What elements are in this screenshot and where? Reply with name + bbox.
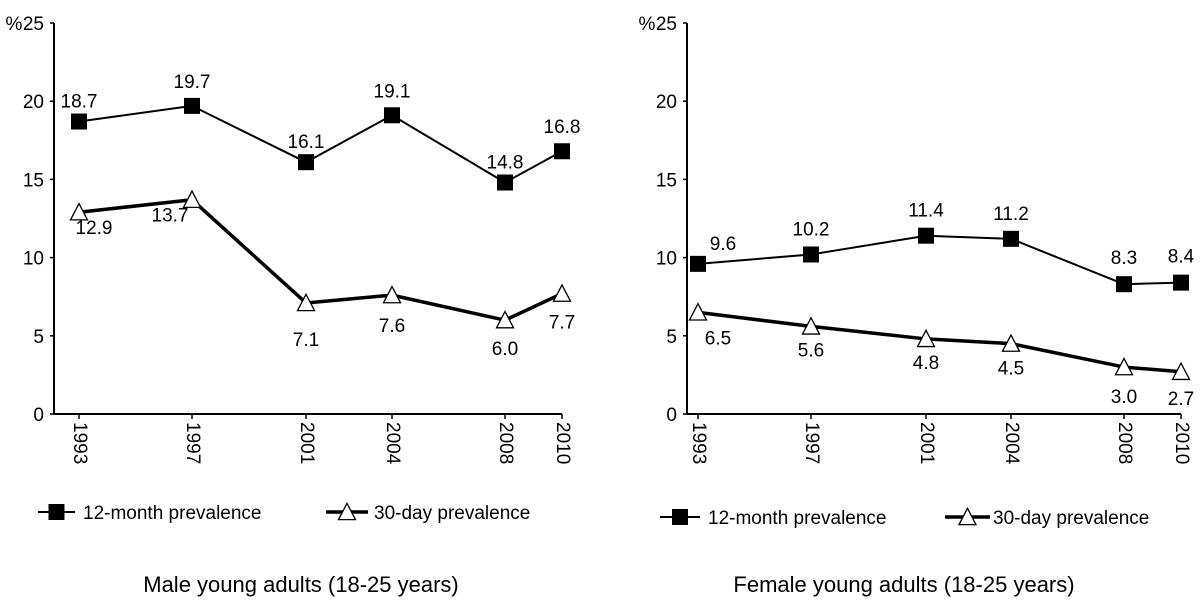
data-point-square <box>184 97 200 114</box>
y-unit-label: % <box>6 14 23 35</box>
data-point-square <box>298 154 314 171</box>
data-point-triangle <box>916 328 936 348</box>
data-point-square <box>690 255 706 272</box>
chart-title: Female young adults (18-25 years) <box>733 572 1074 597</box>
data-point-square <box>1173 274 1189 291</box>
x-tick-label: 2008 <box>1114 422 1135 464</box>
data-point-square <box>918 227 934 244</box>
data-label: 13.7 <box>152 206 189 227</box>
y-tick-label: 5 <box>33 327 44 348</box>
x-tick-label: 2001 <box>296 422 317 464</box>
legend-label-12-month: 12-month prevalence <box>708 508 887 529</box>
data-point-triangle <box>182 189 202 209</box>
data-label: 7.1 <box>293 330 319 351</box>
x-tick-label: 1993 <box>69 422 90 464</box>
x-tick-label: 2004 <box>1001 422 1022 465</box>
data-label: 8.4 <box>1168 247 1195 268</box>
data-label: 4.8 <box>913 353 939 374</box>
data-label: 11.4 <box>908 201 944 222</box>
data-point-triangle <box>495 310 515 329</box>
data-point-square <box>803 246 819 263</box>
data-point-square <box>497 174 513 191</box>
data-label: 2.7 <box>1168 389 1194 410</box>
legend-triangle-marker <box>337 501 357 521</box>
x-tick-label: 1997 <box>801 422 822 464</box>
series-30-day: 12.9 13.7 7.1 7.6 6.0 7.7 <box>69 189 575 360</box>
x-tick-label: 2008 <box>495 422 516 464</box>
series-line <box>697 310 1182 374</box>
y-unit-label: % <box>639 14 656 35</box>
data-label: 4.5 <box>998 359 1024 380</box>
data-label: 16.1 <box>288 132 325 153</box>
y-tick-label: 25 <box>23 14 44 35</box>
x-tick-label: 1997 <box>182 422 203 464</box>
series-12-month: 18.7 19.7 16.1 19.1 14.8 16.8 <box>61 72 581 191</box>
data-label: 12.9 <box>76 218 113 239</box>
data-label: 7.6 <box>379 316 405 337</box>
y-tick-label: 15 <box>656 170 677 191</box>
data-label: 8.3 <box>1111 248 1137 269</box>
chart-title: Male young adults (18-25 years) <box>143 572 459 597</box>
data-label: 6.5 <box>705 328 731 349</box>
data-label: 11.2 <box>993 204 1029 225</box>
series-12-month: 9.6 10.2 11.4 11.2 8.3 8.4 <box>690 201 1195 293</box>
legend-label-30-day: 30-day prevalence <box>374 503 530 524</box>
x-tick-label: 2001 <box>916 422 937 464</box>
y-tick-label: 0 <box>666 405 677 426</box>
data-point-triangle <box>1171 361 1191 381</box>
data-label: 16.8 <box>544 117 581 138</box>
legend-square-marker <box>48 504 65 520</box>
y-tick-label: 20 <box>23 92 44 113</box>
data-point-triangle <box>552 283 572 302</box>
data-label: 14.8 <box>487 153 524 174</box>
y-tick-label: 15 <box>23 170 44 191</box>
y-tick-label: 10 <box>23 249 44 270</box>
legend-square-marker <box>672 509 688 525</box>
legend: 12-month prevalence 30-day prevalence <box>660 506 1149 529</box>
series-line <box>697 234 1182 286</box>
data-label: 9.6 <box>710 234 736 255</box>
data-point-triangle <box>1001 333 1021 352</box>
data-label: 6.0 <box>492 339 518 360</box>
legend-label-12-month: 12-month prevalence <box>83 503 262 524</box>
data-point-square <box>1116 276 1132 293</box>
data-point-triangle <box>382 285 402 304</box>
data-point-triangle <box>1114 357 1134 376</box>
data-label: 3.0 <box>1111 387 1137 408</box>
data-label: 7.7 <box>549 313 575 334</box>
x-tick-label: 2010 <box>552 422 573 464</box>
data-label: 18.7 <box>61 92 98 113</box>
data-point-square <box>71 113 87 130</box>
data-point-square <box>1003 230 1019 247</box>
data-point-triangle <box>688 302 708 321</box>
data-label: 19.1 <box>374 81 411 102</box>
data-label: 10.2 <box>793 219 830 240</box>
data-point-triangle <box>69 202 89 221</box>
series-line <box>78 104 563 184</box>
data-point-triangle <box>801 316 821 335</box>
legend: 12-month prevalence 30-day prevalence <box>38 501 530 524</box>
data-point-square <box>554 143 570 160</box>
series-line <box>78 197 563 322</box>
y-tick-label: 25 <box>656 14 677 35</box>
y-tick-label: 0 <box>33 405 44 426</box>
legend-triangle-marker <box>957 506 978 526</box>
x-tick-label: 1993 <box>688 422 709 464</box>
chart-panel-female: 0 5 10 15 20 25% 1993 1997 2001 2004 2008 2010 9.6 10… <box>639 14 1195 597</box>
data-point-square <box>384 107 400 124</box>
data-point-triangle <box>296 292 316 312</box>
y-tick-label: 5 <box>666 327 677 348</box>
y-tick-label: 10 <box>656 249 677 270</box>
data-label: 19.7 <box>174 72 211 93</box>
legend-label-30-day: 30-day prevalence <box>993 508 1149 529</box>
x-tick-label: 2010 <box>1171 422 1192 464</box>
series-30-day: 6.5 5.6 4.8 4.5 3.0 2.7 <box>688 302 1194 410</box>
data-label: 5.6 <box>798 340 824 361</box>
x-tick-label: 2004 <box>382 422 403 465</box>
y-tick-label: 20 <box>656 92 677 113</box>
